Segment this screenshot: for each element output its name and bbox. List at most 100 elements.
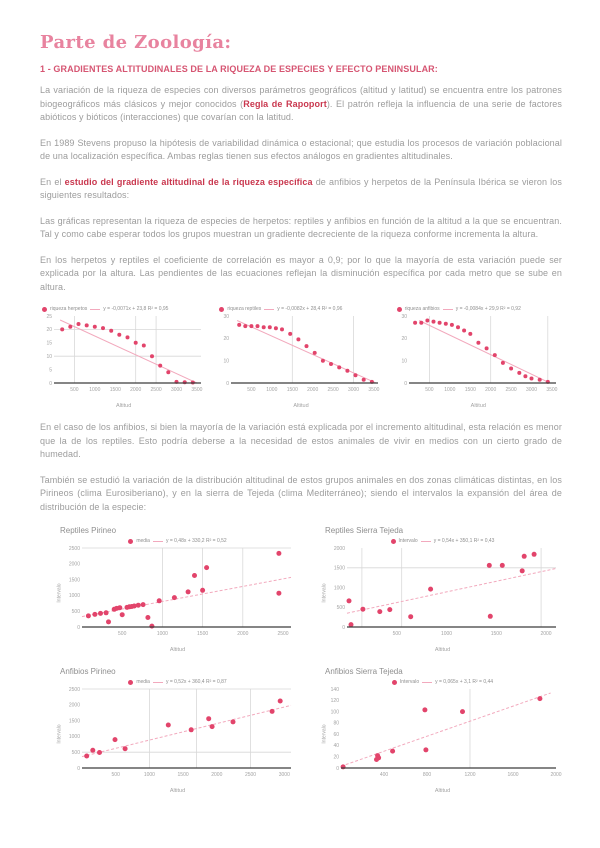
section-heading: 1 - GRADIENTES ALTITUDINALES DE LA RIQUE… [40, 64, 438, 74]
svg-text:0: 0 [49, 381, 52, 387]
x-axis-label: Altitud [169, 788, 186, 794]
chart-legend: riqueza herpetos y = -0,0071x + 23,8 R² =… [40, 306, 207, 312]
y-axis-label: Intervalo [321, 724, 328, 744]
svg-text:500: 500 [72, 750, 81, 756]
legend-dot-icon [128, 538, 134, 544]
legend-dot-icon [396, 306, 402, 312]
chart-legend: media y = 0,52x + 360,4 R² = 0,87 [58, 679, 297, 685]
svg-text:20: 20 [401, 336, 407, 342]
svg-text:60: 60 [333, 732, 339, 738]
svg-text:10: 10 [224, 359, 230, 365]
paragraph-intro: La variación de la riqueza de especies c… [40, 84, 562, 125]
chart-block-anfibios-tejeda: Anfibios Sierra Tejeda Intervalo y = 0,06… [321, 667, 562, 794]
svg-text:10: 10 [401, 359, 407, 365]
svg-text:10: 10 [46, 354, 52, 360]
svg-text:1500: 1500 [178, 772, 189, 778]
legend-equation-label: y = 0,48x + 330,2 R² = 0,52 [165, 538, 227, 544]
legend-series-label: Intervalo [399, 679, 420, 685]
scatter-plot: 500 1000 1500 2000 2500 3000 3500 0 10 20 30 [401, 314, 557, 393]
svg-text:1000: 1000 [334, 585, 345, 591]
text-run: En el [40, 176, 65, 187]
svg-text:3000: 3000 [526, 387, 537, 393]
svg-text:1500: 1500 [491, 631, 502, 637]
legend-equation-label: y = -0,0084x + 29,9 R² = 0,92 [455, 306, 521, 312]
svg-text:30: 30 [224, 314, 230, 320]
charts-row-altitud: riqueza herpetos y = -0,0071x + 23,8 R² =… [40, 306, 562, 409]
svg-text:2000: 2000 [69, 703, 80, 709]
svg-text:3000: 3000 [348, 387, 359, 393]
document-page: Parte de Zoología: 1 - GRADIENTES ALTITU… [40, 32, 562, 794]
chart-reptiles-sierra-tejeda: Intervalo y = 0,54x + 350,1 R² = 0,43 500 1… [321, 538, 562, 653]
svg-text:0: 0 [227, 381, 230, 387]
y-axis-label: Intervalo [321, 583, 328, 603]
svg-text:1500: 1500 [334, 566, 345, 572]
svg-text:500: 500 [248, 387, 257, 393]
svg-text:0: 0 [342, 625, 345, 631]
svg-text:100: 100 [331, 709, 340, 715]
svg-text:500: 500 [425, 387, 434, 393]
legend-equation-label: y = 0,54x + 350,1 R² = 0,43 [433, 538, 495, 544]
svg-text:3000: 3000 [171, 387, 182, 393]
svg-text:5: 5 [49, 367, 52, 373]
paragraph-graficas: Las gráficas representan la riqueza de e… [40, 215, 562, 240]
chart-legend: Intervalo y = 0,54x + 350,1 R² = 0,43 [323, 538, 562, 544]
svg-text:2000: 2000 [540, 631, 551, 637]
svg-text:2000: 2000 [485, 387, 496, 393]
x-axis-label: Altitud [434, 647, 451, 653]
paragraph-estudio: En el estudio del gradiente altitudinal … [40, 176, 562, 203]
chart-anfibios-pirineo: media y = 0,52x + 360,4 R² = 0,87 500 1000 1… [56, 679, 297, 794]
legend-trendline-icon [442, 308, 453, 310]
chart-legend: Intervalo y = 0,065x + 3,1 R² = 0,44 [323, 679, 562, 685]
svg-text:800: 800 [423, 772, 432, 778]
x-axis-label: Altitud [470, 403, 486, 409]
chart-reptiles-pirineo: media y = 0,48x + 330,2 R² = 0,52 500 1000 1… [57, 538, 297, 653]
chart-title: Anfibios Pirineo [60, 667, 116, 676]
svg-text:1500: 1500 [464, 387, 475, 393]
legend-trendline-icon [420, 540, 431, 542]
svg-text:2000: 2000 [307, 387, 318, 393]
svg-text:1000: 1000 [69, 734, 80, 740]
chart-title: Reptiles Pirineo [60, 526, 117, 535]
svg-text:2000: 2000 [237, 631, 248, 637]
chart-legend: riqueza anfibios y = -0,0084x + 29,9 R² =… [395, 306, 562, 312]
svg-text:1200: 1200 [464, 772, 475, 778]
legend-series-label: riqueza herpetos [50, 306, 88, 312]
svg-text:1500: 1500 [69, 718, 80, 724]
svg-text:3500: 3500 [191, 387, 202, 393]
svg-text:120: 120 [331, 698, 340, 704]
svg-text:30: 30 [401, 314, 407, 320]
svg-text:140: 140 [331, 687, 340, 693]
svg-text:2500: 2500 [151, 387, 162, 393]
svg-text:1000: 1000 [444, 387, 455, 393]
scatter-plot: 500 1000 1500 2000 2500 3000 3500 0 10 20 30 [224, 314, 380, 393]
svg-text:80: 80 [333, 721, 339, 727]
chart-legend: media y = 0,48x + 330,2 R² = 0,52 [58, 538, 297, 544]
text-run: La variación de la riqueza de especies c… [40, 85, 562, 109]
svg-text:500: 500 [393, 631, 402, 637]
page-title: Parte de Zoología: [40, 32, 232, 53]
legend-trendline-icon [422, 681, 433, 683]
svg-text:2500: 2500 [328, 387, 339, 393]
chart-title: Anfibios Sierra Tejeda [325, 667, 403, 676]
svg-text:20: 20 [46, 327, 52, 333]
svg-text:1000: 1000 [157, 631, 168, 637]
svg-text:20: 20 [333, 755, 339, 761]
scatter-plot: 500 1000 1500 2000 0 500 1000 1500 2000 [334, 546, 557, 637]
svg-text:0: 0 [404, 381, 407, 387]
svg-text:3500: 3500 [546, 387, 557, 393]
x-axis-label: Altitud [169, 647, 186, 653]
svg-text:1500: 1500 [287, 387, 298, 393]
chart-title: Reptiles Sierra Tejeda [325, 526, 404, 535]
svg-text:2500: 2500 [69, 546, 80, 552]
paragraph-zonas-climaticas: También se estudió la variación de la di… [40, 474, 562, 512]
chart-block-reptiles-pirineo: Reptiles Pirineo media y = 0,48x + 330,2 … [57, 526, 297, 653]
x-axis-label: Altitud [434, 788, 451, 794]
svg-text:0: 0 [336, 766, 339, 772]
chart-riqueza-anfibios: riqueza anfibios y = -0,0084x + 29,9 R² =… [395, 306, 562, 409]
legend-series-label: riqueza anfibios [404, 306, 440, 312]
legend-dot-icon [128, 679, 134, 685]
svg-text:500: 500 [112, 772, 121, 778]
svg-text:20: 20 [224, 336, 230, 342]
chart-block-reptiles-tejeda: Reptiles Sierra Tejeda Intervalo y = 0,54… [321, 526, 562, 653]
y-axis-label: Intervalo [56, 724, 63, 744]
